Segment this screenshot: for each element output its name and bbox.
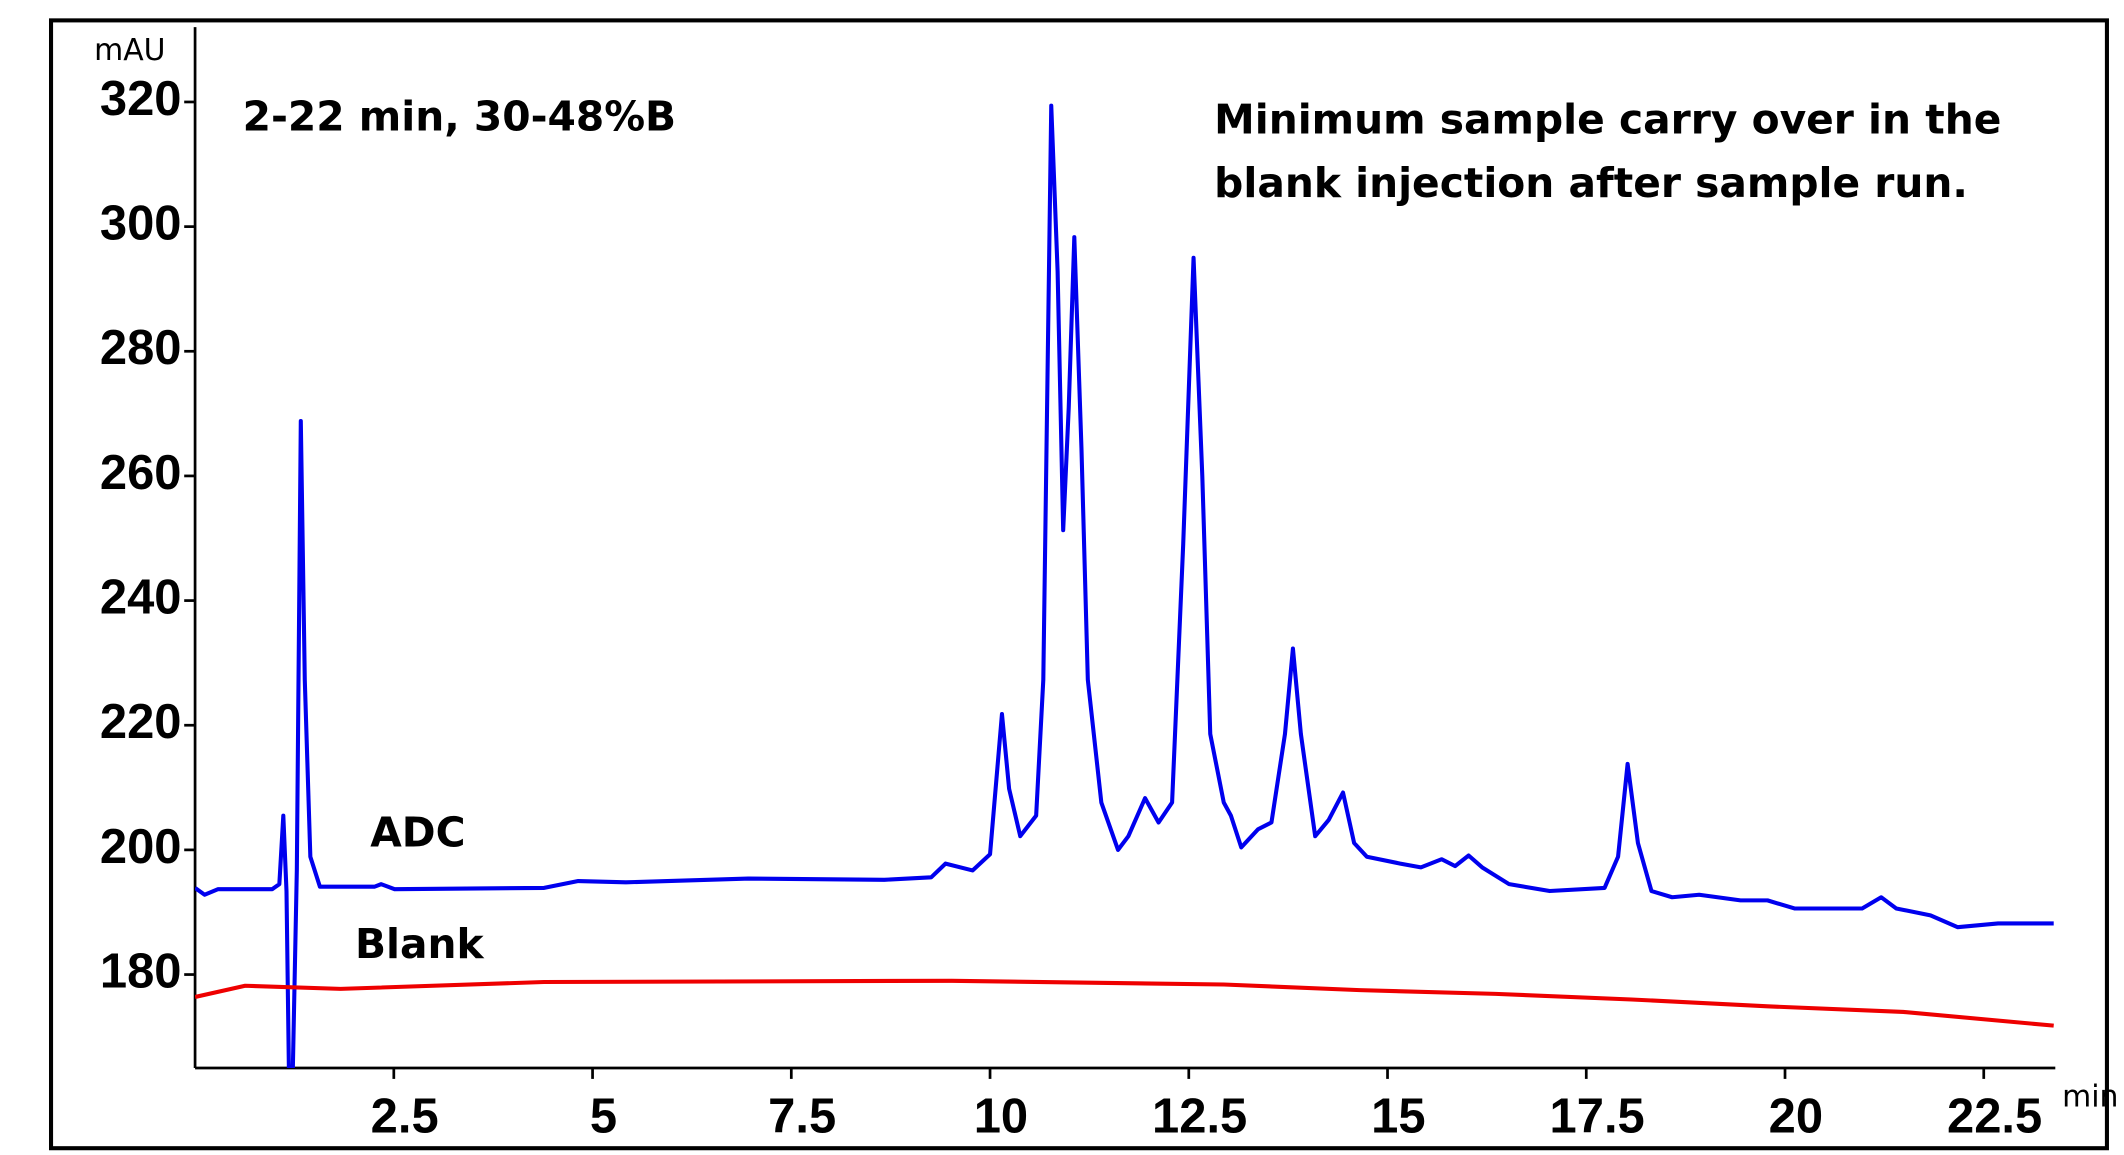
x-tick-label: 15	[1371, 1090, 1425, 1144]
series-label: Blank	[355, 920, 485, 968]
x-tick-label: 12.5	[1152, 1090, 1247, 1144]
series-line	[195, 103, 2054, 1069]
annotation: Minimum sample carry over in the	[1214, 95, 2001, 143]
x-tick-label: 20	[1769, 1090, 1823, 1144]
y-tick-label: 240	[100, 571, 182, 625]
annotation: blank injection after sample run.	[1214, 159, 1968, 207]
x-tick-label: 7.5	[768, 1090, 836, 1144]
y-tick-label: 260	[100, 446, 182, 500]
y-tick-label: 320	[100, 72, 182, 126]
y-tick-label: 220	[100, 695, 182, 749]
series-line	[195, 978, 2054, 1028]
y-tick-label: 300	[100, 197, 182, 251]
y-tick-label: 280	[100, 321, 182, 375]
frame	[48, 18, 2109, 1151]
x-axis-label: min	[2062, 1079, 2118, 1114]
x-tick-label: 22.5	[1947, 1090, 2042, 1144]
x-tick-label: 17.5	[1550, 1090, 1645, 1144]
series-label: ADC	[370, 809, 465, 857]
y-tick-label: 200	[100, 820, 182, 874]
annotation: 2-22 min, 30-48%B	[243, 93, 677, 141]
x-tick-label: 10	[974, 1090, 1028, 1144]
y-axis-label: mAU	[94, 33, 165, 68]
x-tick-label: 2.5	[371, 1090, 439, 1144]
x-tick-label: 5	[590, 1090, 617, 1144]
y-tick-label: 180	[100, 944, 182, 998]
